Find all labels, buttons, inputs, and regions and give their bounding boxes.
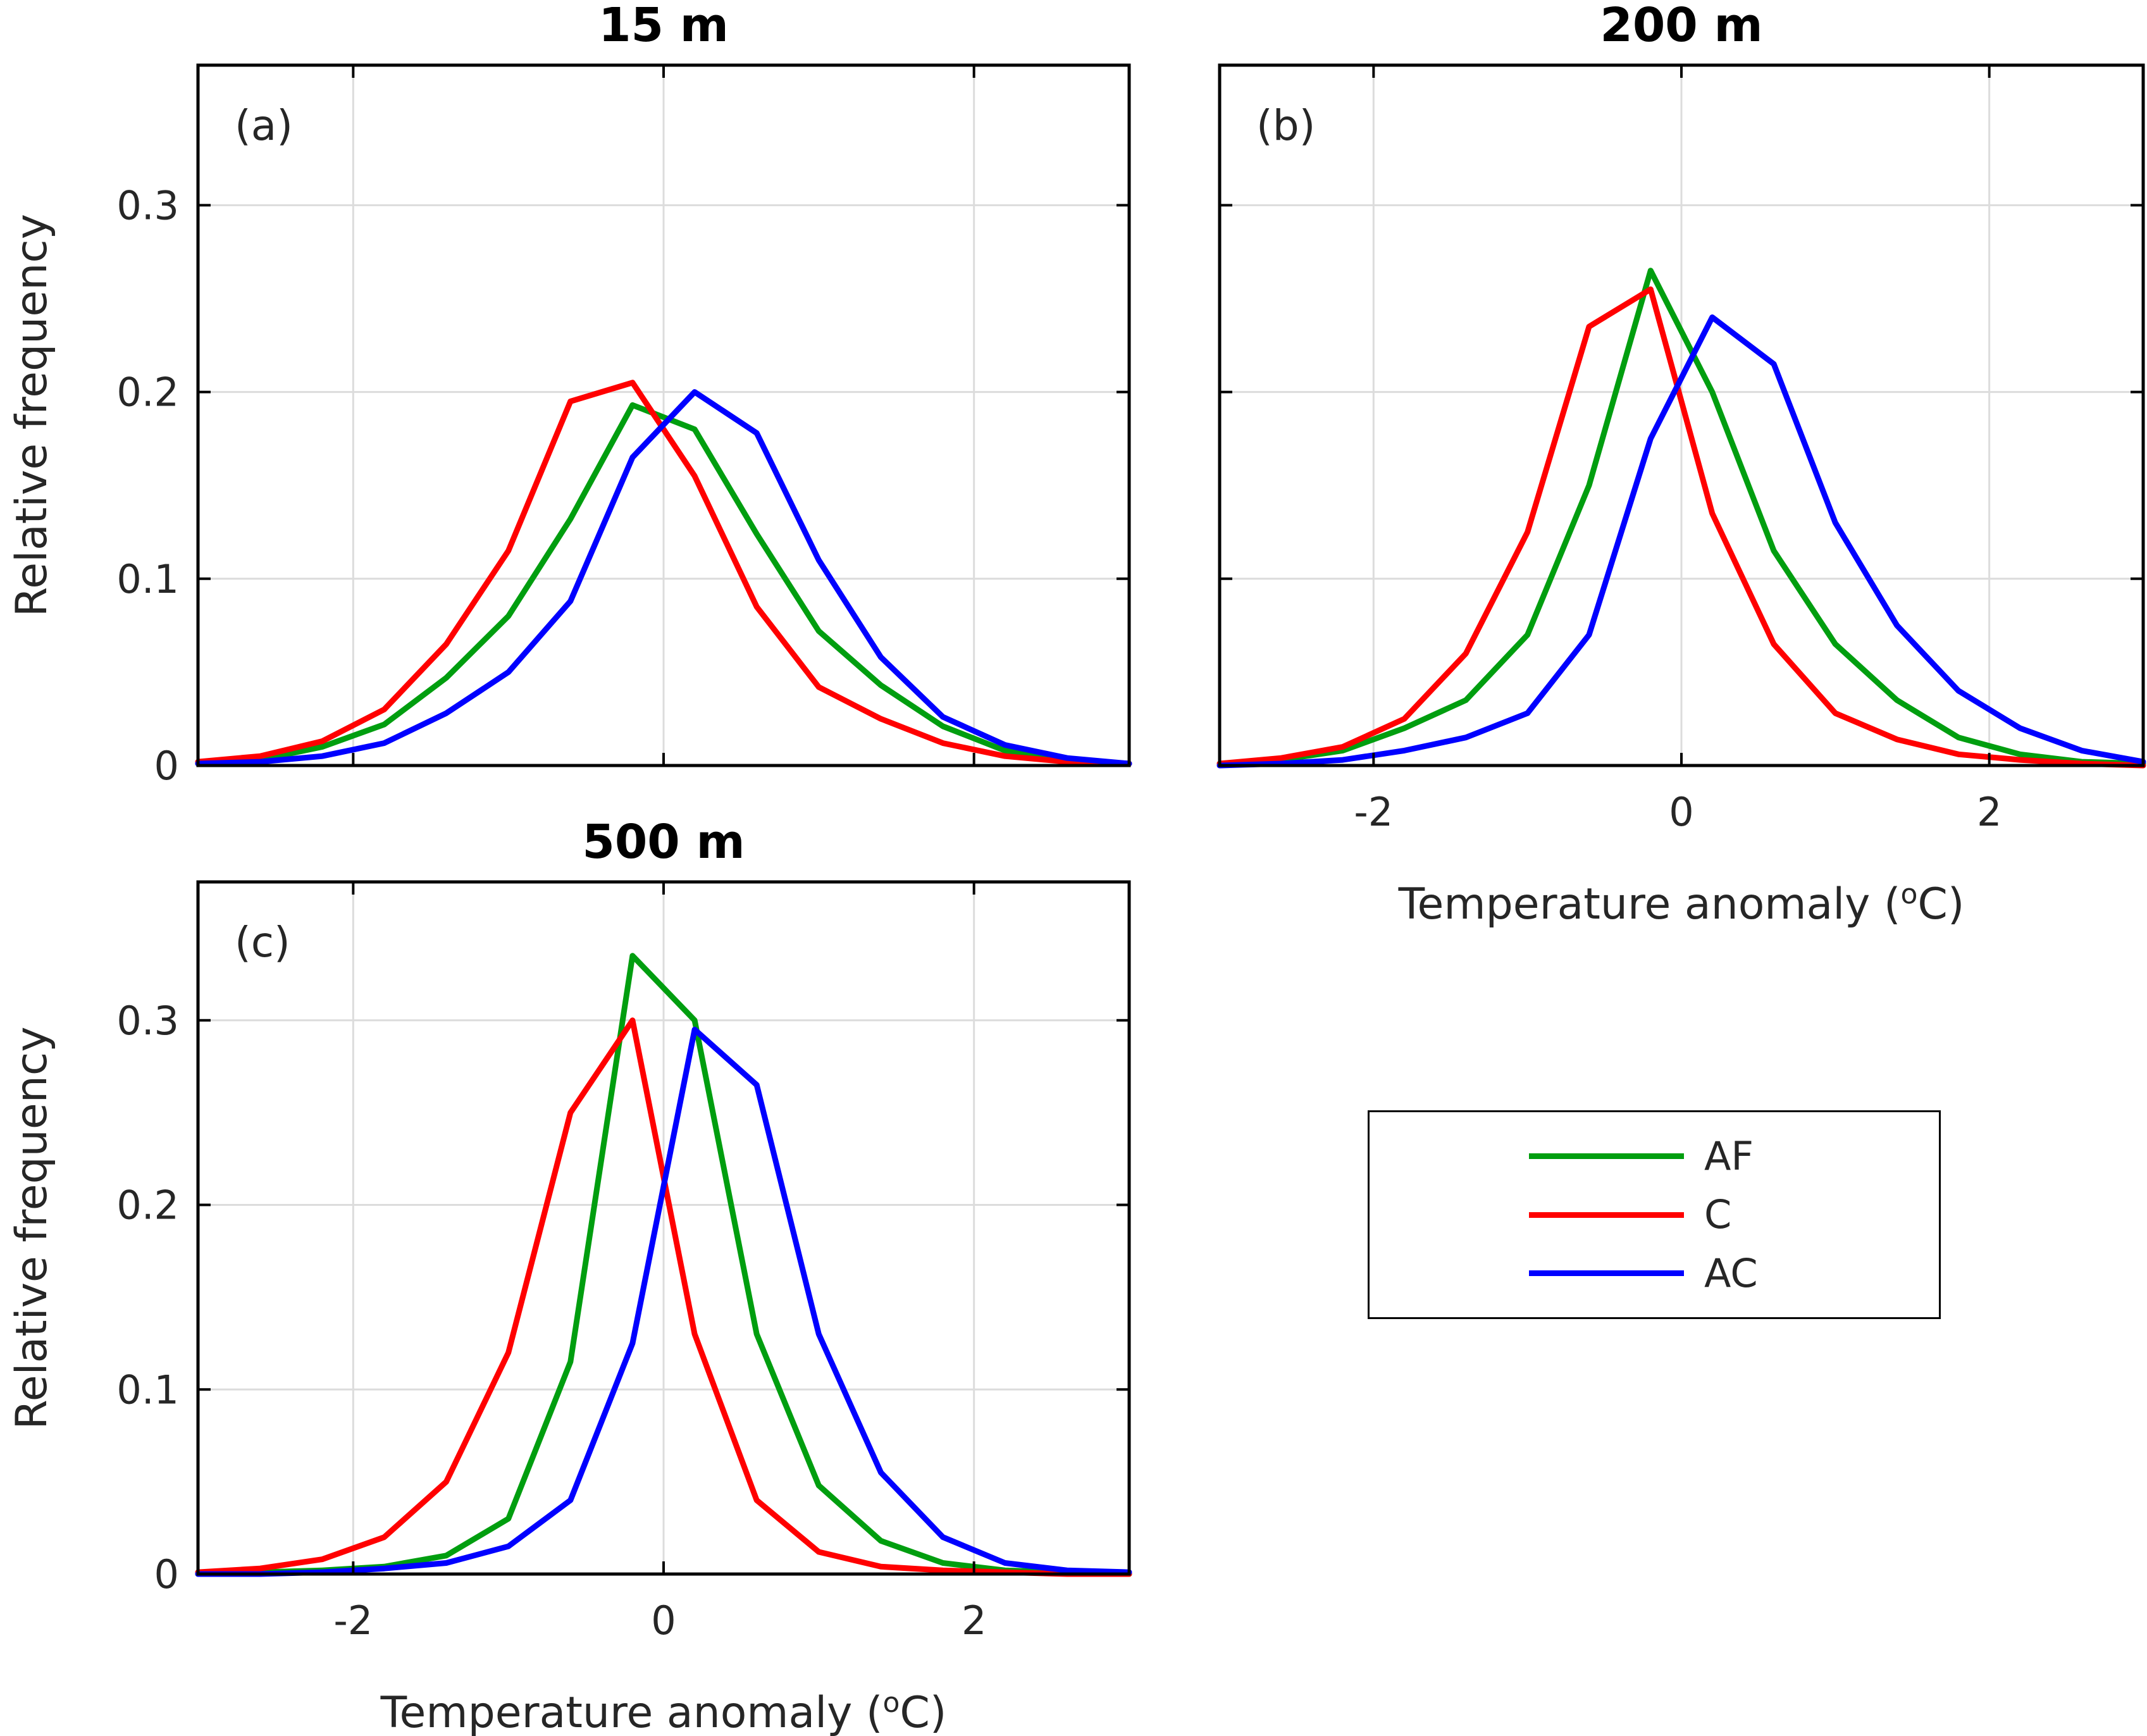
- legend-label-ac: AC: [1704, 1249, 1758, 1296]
- svg-text:Temperature anomaly (oC): Temperature anomaly (oC): [1398, 878, 1965, 929]
- svg-text:(a): (a): [235, 101, 293, 150]
- svg-text:-2: -2: [1354, 789, 1393, 835]
- svg-text:15 m: 15 m: [598, 0, 729, 53]
- svg-text:0: 0: [1669, 789, 1693, 835]
- svg-text:(b): (b): [1256, 101, 1315, 150]
- legend-item-ac: AC: [1370, 1249, 1939, 1296]
- svg-text:0: 0: [651, 1597, 676, 1644]
- svg-text:0: 0: [154, 1551, 179, 1597]
- legend-label-af: AF: [1704, 1132, 1754, 1179]
- svg-text:Relative frequency: Relative frequency: [7, 1027, 57, 1430]
- chart-panel-500m: -2 0 2 0 0.1 0.2 0.3 500 m (c) Temperature anomal…: [7, 815, 1132, 1736]
- svg-text:0.3: 0.3: [116, 998, 179, 1044]
- chart-panel-15m: 0 0.1 0.2 0.3 15 m (a) Relative frequency: [7, 0, 1132, 789]
- svg-text:0.3: 0.3: [116, 182, 179, 228]
- svg-text:Relative frequency: Relative frequency: [7, 214, 57, 617]
- svg-text:0.1: 0.1: [116, 1367, 179, 1413]
- svg-text:500 m: 500 m: [582, 815, 745, 869]
- svg-text:Temperature anomaly (oC): Temperature anomaly (oC): [380, 1687, 947, 1736]
- legend-item-c: C: [1370, 1195, 1939, 1234]
- svg-text:0.2: 0.2: [116, 369, 179, 416]
- svg-text:0: 0: [154, 743, 179, 789]
- svg-text:2: 2: [1977, 789, 2002, 835]
- svg-text:(c): (c): [235, 918, 290, 967]
- legend-line-sample-ac: [1529, 1270, 1684, 1276]
- svg-text:0.1: 0.1: [116, 556, 179, 602]
- svg-text:0.2: 0.2: [116, 1182, 179, 1229]
- legend-label-c: C: [1704, 1191, 1732, 1237]
- svg-text:-2: -2: [333, 1597, 373, 1644]
- legend-line-sample-af: [1529, 1153, 1684, 1159]
- legend-line-sample-c: [1529, 1212, 1684, 1218]
- legend-item-af: AF: [1370, 1132, 1939, 1179]
- svg-text:200 m: 200 m: [1600, 0, 1762, 53]
- chart-panel-200m: -2 0 2 200 m (b) Temperature anomaly (oC): [1216, 0, 2146, 929]
- svg-text:2: 2: [962, 1597, 986, 1644]
- legend-box: AF C AC: [1368, 1110, 1941, 1319]
